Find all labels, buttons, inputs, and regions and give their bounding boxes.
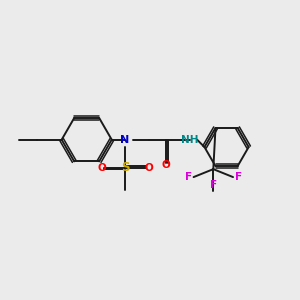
Text: S: S (121, 161, 129, 174)
Text: O: O (97, 163, 106, 173)
Text: F: F (235, 172, 242, 182)
Text: F: F (210, 180, 218, 190)
Text: O: O (144, 163, 153, 173)
Text: N: N (120, 135, 130, 145)
Text: F: F (185, 172, 192, 182)
Text: NH: NH (181, 135, 199, 145)
Text: O: O (162, 160, 171, 170)
